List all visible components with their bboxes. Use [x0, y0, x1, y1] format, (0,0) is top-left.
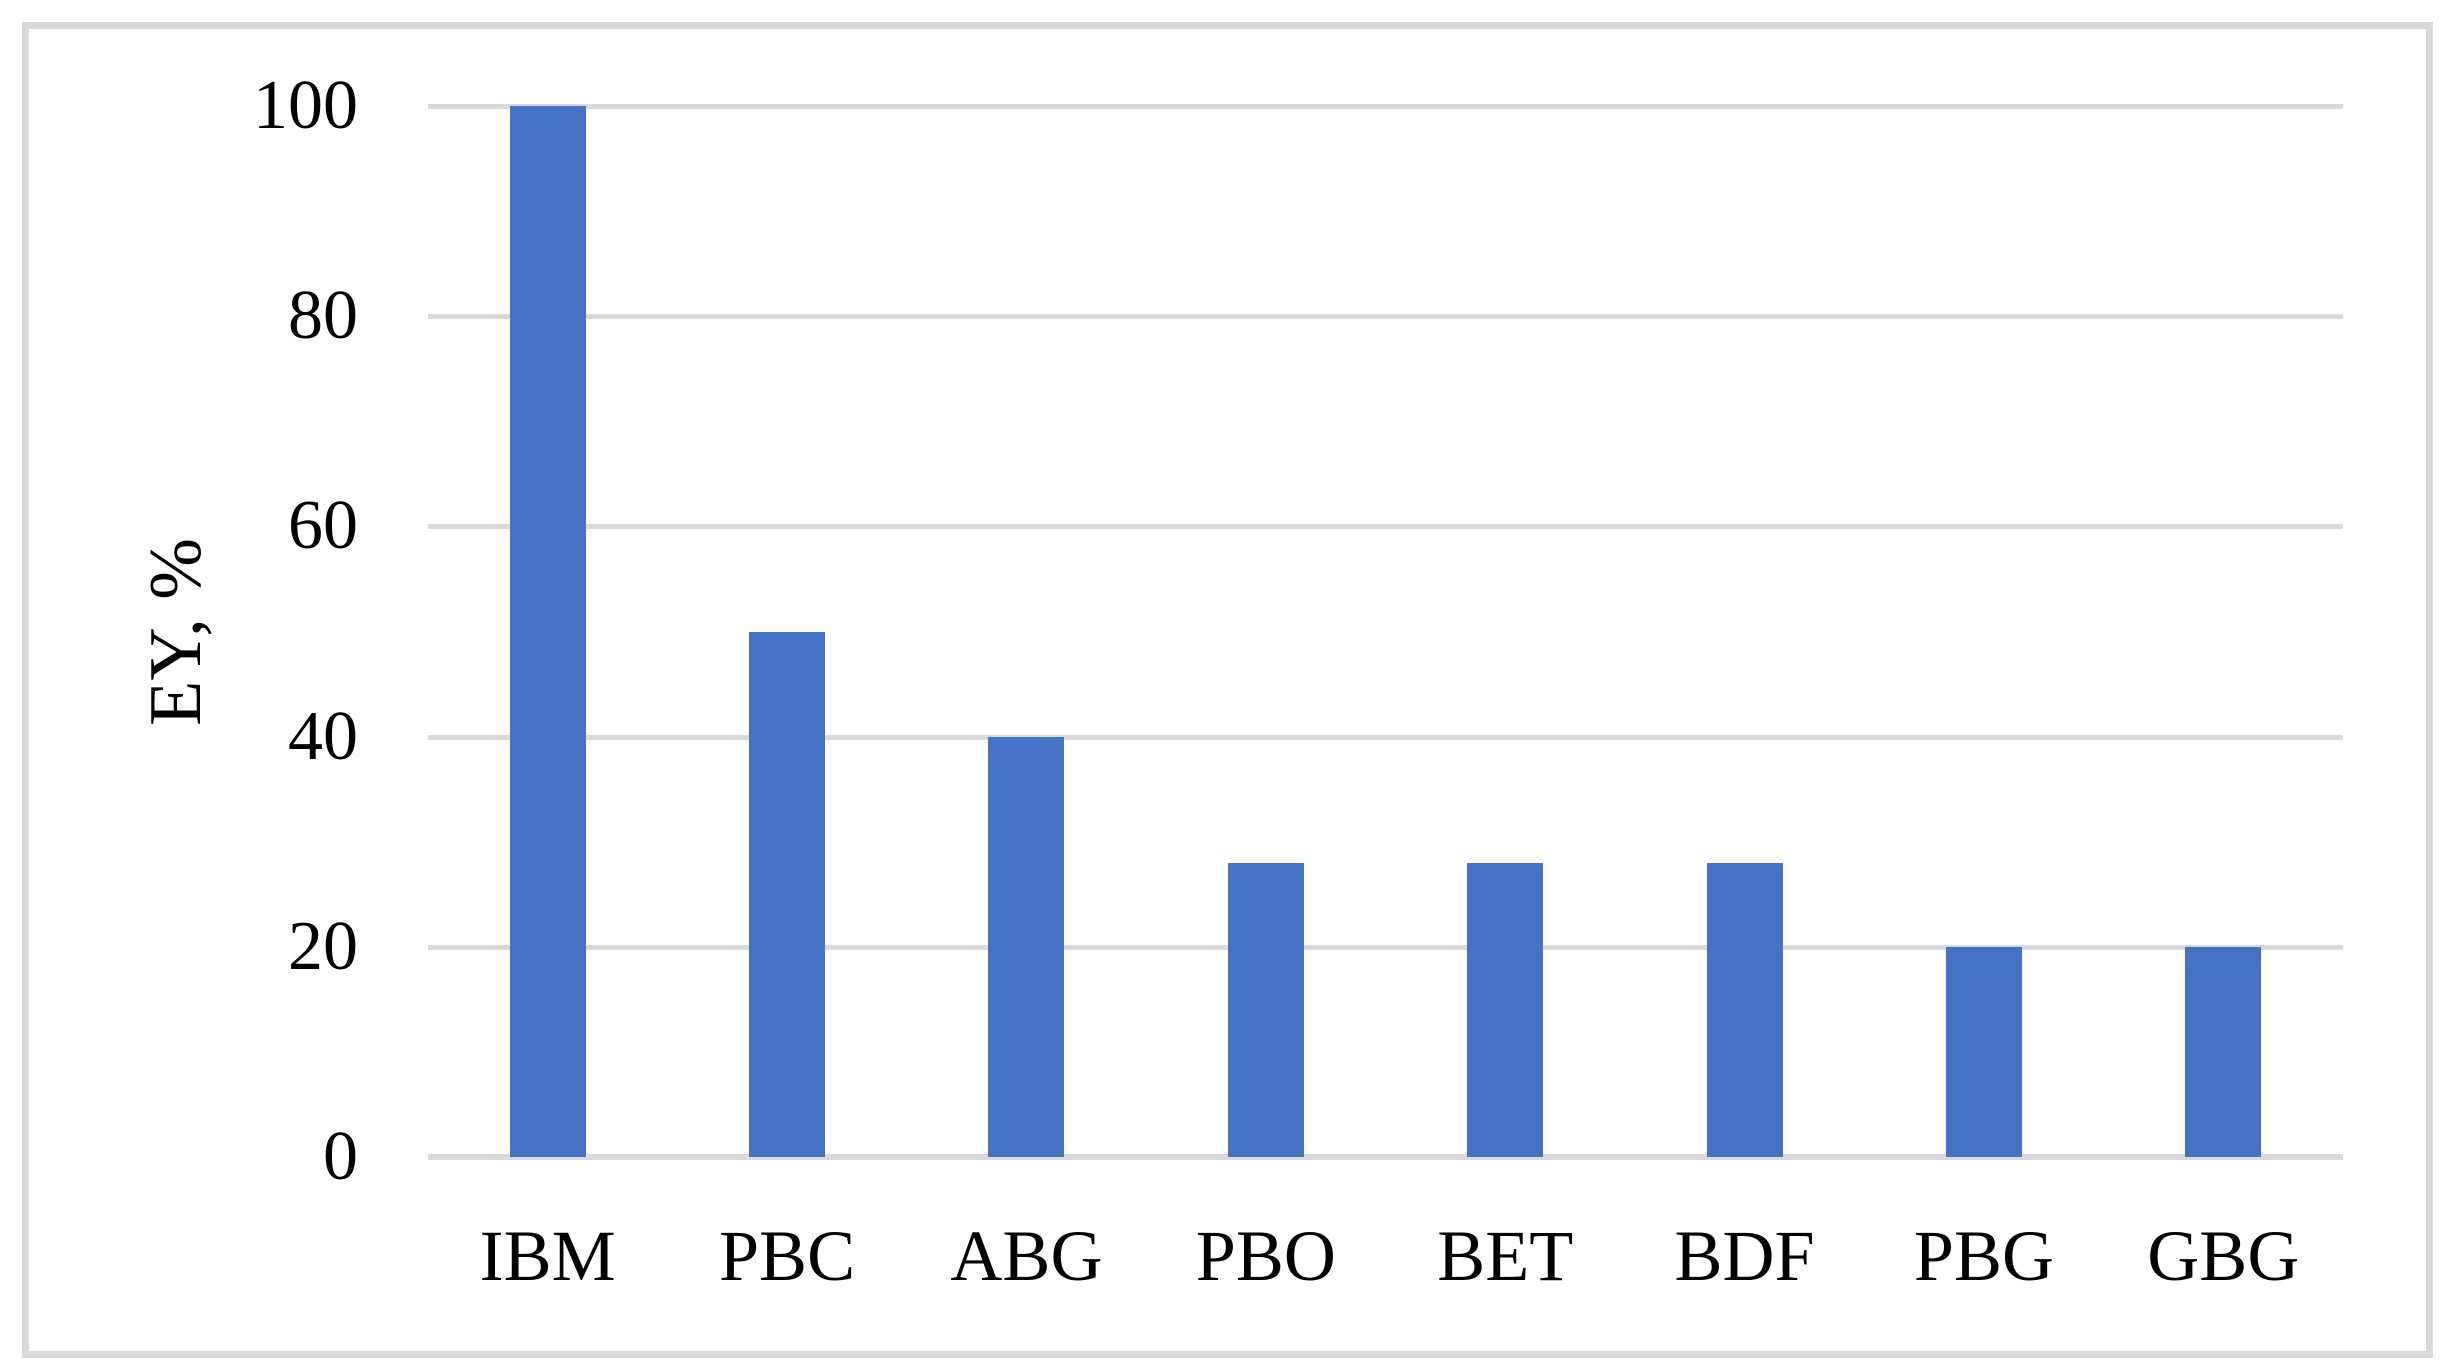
y-tick-label-20: 20 [288, 907, 358, 985]
x-axis-line [428, 1154, 2343, 1160]
bar-bdf [1706, 862, 1783, 1157]
y-tick-label-80: 80 [288, 277, 358, 355]
y-tick-label-100: 100 [253, 67, 358, 144]
gridline-100 [428, 104, 2343, 109]
y-tick-label-0: 0 [323, 1118, 358, 1195]
y-axis-title: EY, % [135, 538, 217, 726]
x-category-label-abg: ABG [950, 1216, 1103, 1296]
bar-ibm [509, 106, 586, 1157]
plot-area [428, 104, 2343, 1160]
bar-abg [988, 736, 1065, 1157]
gridline-80 [428, 314, 2343, 320]
x-category-label-bdf: BDF [1674, 1216, 1815, 1296]
x-category-label-bet: BET [1437, 1216, 1574, 1296]
x-category-label-pbg: PBG [1913, 1216, 2054, 1296]
bar-pbg [1945, 946, 2022, 1157]
x-category-label-pbo: PBO [1195, 1216, 1336, 1296]
gridline-20 [428, 944, 2343, 950]
x-category-label-ibm: IBM [479, 1216, 616, 1296]
chart-outer-border [22, 22, 2433, 1358]
x-category-label-pbc: PBC [719, 1216, 856, 1296]
x-category-label-gbg: GBG [2147, 1216, 2300, 1296]
gridline-60 [428, 524, 2343, 530]
y-tick-label-60: 60 [288, 487, 358, 565]
bar-pbo [1227, 862, 1304, 1157]
bar-gbg [2185, 946, 2262, 1157]
gridline-40 [428, 734, 2343, 740]
bar-bet [1467, 862, 1544, 1157]
bar-pbc [749, 631, 826, 1157]
y-tick-label-40: 40 [288, 697, 358, 775]
